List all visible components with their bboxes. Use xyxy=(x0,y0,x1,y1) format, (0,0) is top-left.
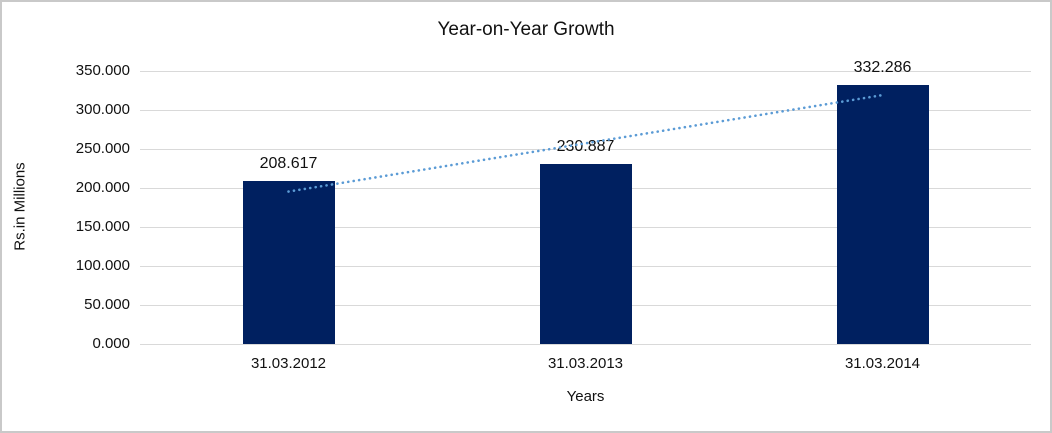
bar xyxy=(242,181,335,344)
y-tick-label: 150.000 xyxy=(75,218,130,235)
gridline xyxy=(140,71,1031,72)
x-tick-label: 31.03.2012 xyxy=(250,355,327,372)
y-tick-label: 0.000 xyxy=(92,335,130,352)
gridline xyxy=(140,344,1031,345)
y-tick-label: 350.000 xyxy=(75,62,130,79)
y-axis-title: Rs.in Millions xyxy=(11,162,29,251)
y-tick-label: 300.000 xyxy=(75,101,130,118)
y-tick-label: 100.000 xyxy=(75,257,130,274)
bar-value-label: 230.887 xyxy=(556,137,615,155)
chart-title: Year-on-Year Growth xyxy=(437,19,615,40)
y-tick-label: 250.000 xyxy=(75,140,130,157)
bar-value-label: 208.617 xyxy=(259,155,318,173)
x-tick-label: 31.03.2014 xyxy=(844,355,921,372)
y-tick-label: 50.000 xyxy=(84,296,130,313)
bar-value-label: 332.286 xyxy=(853,58,912,76)
y-tick-label: 200.000 xyxy=(75,179,130,196)
x-tick-label: 31.03.2013 xyxy=(547,355,624,372)
x-axis-title: Years xyxy=(566,388,605,405)
bar xyxy=(836,84,929,344)
bar xyxy=(539,163,632,344)
